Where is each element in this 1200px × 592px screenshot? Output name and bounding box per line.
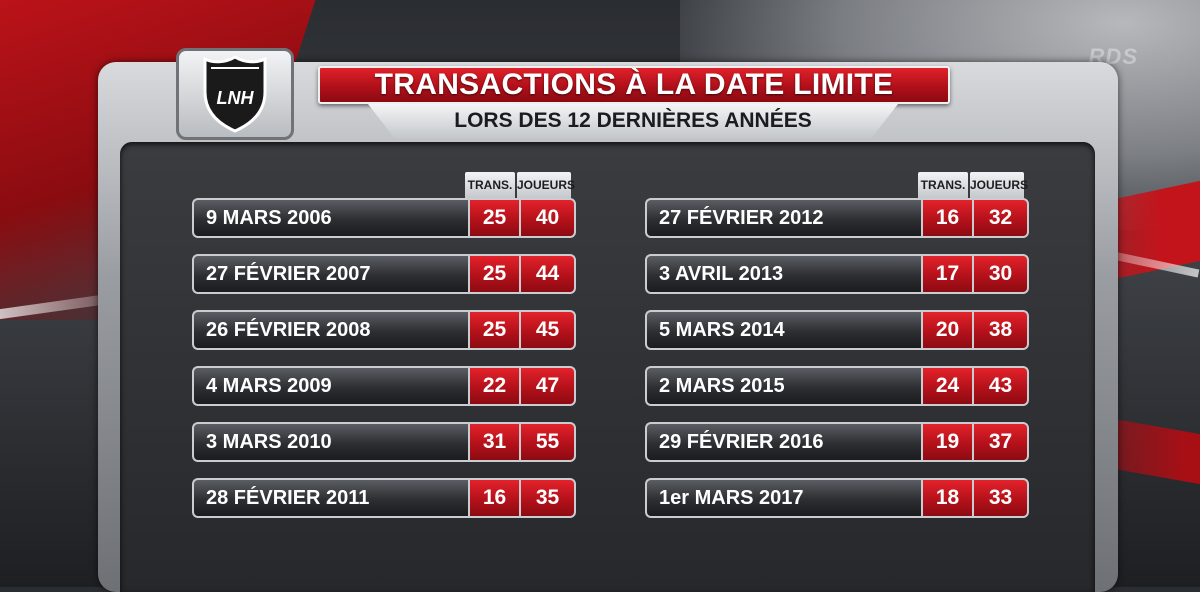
row-date: 4 MARS 2009 <box>192 366 468 406</box>
table-row: 3 AVRIL 2013 17 30 <box>645 254 1029 294</box>
row-trans-value: 17 <box>921 254 973 294</box>
row-trans-value: 20 <box>921 310 973 350</box>
row-date: 26 FÉVRIER 2008 <box>192 310 468 350</box>
row-date: 2 MARS 2015 <box>645 366 921 406</box>
row-trans-value: 22 <box>468 366 520 406</box>
row-trans-value: 18 <box>921 478 973 518</box>
row-trans-value: 16 <box>921 198 973 238</box>
header-joueurs: JOUEURS <box>970 172 1028 198</box>
row-trans-value: 25 <box>468 254 520 294</box>
row-trans-value: 19 <box>921 422 973 462</box>
row-trans-value: 31 <box>468 422 520 462</box>
row-date: 3 MARS 2010 <box>192 422 468 462</box>
row-date: 5 MARS 2014 <box>645 310 921 350</box>
table-row: 9 MARS 2006 25 40 <box>192 198 576 238</box>
row-date: 27 FÉVRIER 2007 <box>192 254 468 294</box>
row-trans-value: 16 <box>468 478 520 518</box>
table-row: 26 FÉVRIER 2008 25 45 <box>192 310 576 350</box>
row-date: 9 MARS 2006 <box>192 198 468 238</box>
logo-text: LNH <box>217 88 255 108</box>
row-trans-value: 25 <box>468 198 520 238</box>
row-date: 3 AVRIL 2013 <box>645 254 921 294</box>
row-joueurs-value: 43 <box>973 366 1029 406</box>
row-joueurs-value: 40 <box>520 198 576 238</box>
table-row: 5 MARS 2014 20 38 <box>645 310 1029 350</box>
column-headers-right: TRANS. JOUEURS <box>918 172 1028 198</box>
row-trans-value: 24 <box>921 366 973 406</box>
row-joueurs-value: 44 <box>520 254 576 294</box>
table-row: 27 FÉVRIER 2012 16 32 <box>645 198 1029 238</box>
row-date: 1er MARS 2017 <box>645 478 921 518</box>
row-date: 29 FÉVRIER 2016 <box>645 422 921 462</box>
page-subtitle: LORS DES 12 DERNIÈRES ANNÉES <box>368 104 898 138</box>
table-row: 3 MARS 2010 31 55 <box>192 422 576 462</box>
row-date: 28 FÉVRIER 2011 <box>192 478 468 518</box>
header-joueurs: JOUEURS <box>517 172 575 198</box>
row-joueurs-value: 37 <box>973 422 1029 462</box>
row-joueurs-value: 38 <box>973 310 1029 350</box>
row-joueurs-value: 35 <box>520 478 576 518</box>
page-title: TRANSACTIONS À LA DATE LIMITE <box>318 66 950 104</box>
column-headers-left: TRANS. JOUEURS <box>465 172 575 198</box>
row-joueurs-value: 32 <box>973 198 1029 238</box>
row-trans-value: 25 <box>468 310 520 350</box>
row-joueurs-value: 33 <box>973 478 1029 518</box>
row-joueurs-value: 30 <box>973 254 1029 294</box>
table-row: 1er MARS 2017 18 33 <box>645 478 1029 518</box>
table-row: 28 FÉVRIER 2011 16 35 <box>192 478 576 518</box>
row-joueurs-value: 45 <box>520 310 576 350</box>
header-trans: TRANS. <box>918 172 968 198</box>
table-row: 4 MARS 2009 22 47 <box>192 366 576 406</box>
row-joueurs-value: 47 <box>520 366 576 406</box>
league-logo: LNH <box>176 48 294 140</box>
row-joueurs-value: 55 <box>520 422 576 462</box>
shield-icon: LNH <box>203 55 267 133</box>
table-row: 2 MARS 2015 24 43 <box>645 366 1029 406</box>
table-row: 27 FÉVRIER 2007 25 44 <box>192 254 576 294</box>
row-date: 27 FÉVRIER 2012 <box>645 198 921 238</box>
table-row: 29 FÉVRIER 2016 19 37 <box>645 422 1029 462</box>
header-trans: TRANS. <box>465 172 515 198</box>
